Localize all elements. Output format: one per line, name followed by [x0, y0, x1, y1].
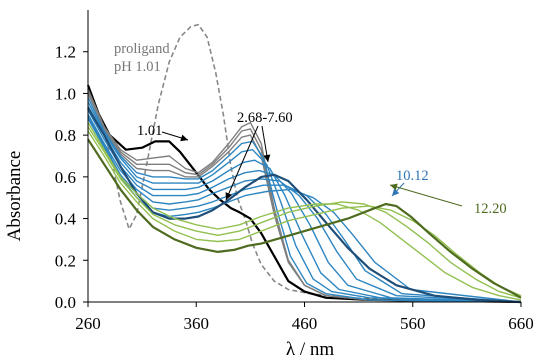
y-tick-label: 0.0 [55, 293, 76, 312]
ph-range-arrow-left [225, 125, 259, 201]
ph-1-01-arrow-head [180, 134, 188, 142]
y-tick-label: 0.4 [55, 210, 77, 229]
ph-12-20-arrow-head [390, 183, 398, 191]
spectrum-line-blue-family [87, 118, 522, 303]
y-tick-label: 0.8 [55, 126, 76, 145]
ph-10-12-label: 10.12 [396, 168, 429, 184]
ph-range-arrow-right-head [263, 154, 271, 162]
spectrum-line-blue-family [87, 109, 522, 303]
spectrum-line-gray-family [87, 93, 522, 303]
spectrum-line-dark-blue [87, 107, 522, 304]
plot-area: 260 360 460 560 660 0.0 0.2 0.4 0.6 0.8 1.0 1.2 [55, 10, 534, 333]
ph-1-01-label: 1.01 [137, 123, 162, 139]
spectrum-line-light-green [87, 122, 522, 301]
y-tick-label: 1.2 [55, 43, 76, 62]
annotation-arrows [161, 125, 463, 207]
ph-range-arrow-left-head [225, 192, 232, 200]
spectrum-line-light-green [87, 126, 522, 299]
spectrum-line-proligand [87, 23, 522, 303]
ph-12-20-arrow [389, 184, 463, 207]
x-tick-label: 260 [75, 314, 101, 333]
spectrum-line-blue-family [87, 105, 522, 303]
ph-10-12-arrow-head [392, 188, 400, 196]
spectrum-line-blue-family [87, 101, 522, 303]
spectrum-line-light-green [87, 130, 522, 297]
y-tick-label: 0.6 [55, 168, 76, 187]
proligand-label: proligand [114, 41, 170, 57]
x-tick-label: 560 [400, 314, 426, 333]
y-axis-title: Absorbance [4, 151, 25, 242]
spectrum-line-low-ph [86, 84, 522, 304]
x-tick-label: 460 [292, 314, 318, 333]
x-axis-title: λ / nm [286, 339, 334, 360]
spectrum-line-dark-green [87, 138, 522, 299]
spectrum-line-blue-family [87, 113, 522, 303]
ph-12-20-label: 12.20 [474, 201, 507, 217]
y-ticks: 0.0 0.2 0.4 0.6 0.8 1.0 1.2 [55, 43, 88, 312]
x-tick-label: 660 [508, 314, 534, 333]
proligand-ph-label: pH 1.01 [114, 59, 161, 75]
spectrum-line-blue-family [87, 97, 522, 303]
y-tick-label: 0.2 [55, 251, 76, 270]
ph-range-label: 2.68-7.60 [237, 110, 293, 126]
y-tick-label: 1.0 [55, 84, 76, 103]
x-tick-label: 360 [184, 314, 210, 333]
x-ticks: 260 360 460 560 660 [75, 302, 534, 333]
